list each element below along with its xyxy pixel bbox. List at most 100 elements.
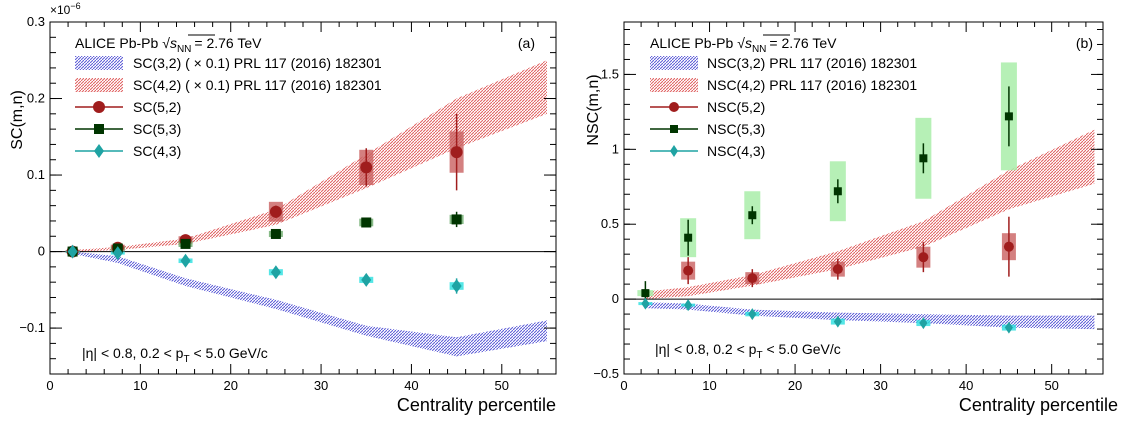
data-point xyxy=(833,315,842,328)
panel-label: (a) xyxy=(518,35,535,51)
svg-text:SC(3,2) ( × 0.1) PRL 117 (2016: SC(3,2) ( × 0.1) PRL 117 (2016) 182301 xyxy=(133,55,382,71)
data-point xyxy=(450,146,463,159)
x-tick-label: 0 xyxy=(620,378,627,393)
data-point xyxy=(684,299,693,312)
data-point xyxy=(832,264,843,275)
x-tick-label: 30 xyxy=(314,378,328,393)
data-point xyxy=(919,317,928,330)
data-point xyxy=(270,265,281,280)
legend-entry: NSC(5,3) xyxy=(650,121,765,137)
x-axis-label: Centrality percentile xyxy=(959,395,1118,415)
plot-area xyxy=(50,60,556,357)
energy-label: = 2.76 TeV xyxy=(194,35,262,51)
y-tick-label: −0.5 xyxy=(593,366,619,381)
x-tick-label: 40 xyxy=(404,378,418,393)
header: ALICE Pb-Pb √sNN = 2.76 TeV xyxy=(75,34,262,55)
legend: SC(3,2) ( × 0.1) PRL 117 (2016) 182301 S… xyxy=(75,55,382,159)
x-tick-label: 10 xyxy=(702,378,716,393)
svg-text:SC(5,2): SC(5,2) xyxy=(133,99,181,115)
y-tick-label: 0 xyxy=(38,244,45,259)
data-point xyxy=(919,154,928,163)
legend-entry: NSC(4,2) PRL 117 (2016) 182301 xyxy=(650,77,917,93)
y-tick-label: 0.2 xyxy=(27,91,45,106)
legend-entry: SC(4,2) ( × 0.1) PRL 117 (2016) 182301 xyxy=(75,77,382,93)
y-axis-label: NSC(m,n) xyxy=(585,74,602,145)
legend-entry: SC(5,2) xyxy=(75,99,181,115)
data-point xyxy=(451,214,462,225)
svg-text:NSC(5,2): NSC(5,2) xyxy=(707,99,765,115)
data-point xyxy=(1003,241,1014,252)
axes: 0 10 20 30 40 50−0.500.511.5 xyxy=(593,22,1104,393)
data-point xyxy=(748,308,757,321)
experiment-label: ALICE Pb-Pb xyxy=(75,35,158,51)
data-point xyxy=(180,253,191,268)
x-tick-label: 30 xyxy=(873,378,887,393)
kinematic-cuts: |η| < 0.8, 0.2 < pT < 5.0 GeV/c xyxy=(82,345,268,365)
legend-entry: NSC(5,2) xyxy=(650,99,765,115)
data-point xyxy=(641,289,650,298)
band-blue xyxy=(72,251,547,357)
header: ALICE Pb-Pb √sNN = 2.76 TeV xyxy=(650,34,837,55)
data-point xyxy=(748,211,757,220)
data-point xyxy=(1004,112,1013,121)
x-tick-label: 20 xyxy=(223,378,237,393)
data-point xyxy=(269,205,282,218)
legend: NSC(3,2) PRL 117 (2016) 182301 NSC(4,2) … xyxy=(650,55,917,159)
svg-text:NSC(3,2) PRL 117 (2016) 182301: NSC(3,2) PRL 117 (2016) 182301 xyxy=(707,55,917,71)
energy-label: = 2.76 TeV xyxy=(769,35,837,51)
legend-entry: NSC(4,3) xyxy=(650,143,765,159)
data-point xyxy=(833,187,842,196)
legend-entry: SC(3,2) ( × 0.1) PRL 117 (2016) 182301 xyxy=(75,55,382,71)
data-point xyxy=(747,273,758,284)
data-point xyxy=(683,265,694,276)
kinematic-cuts: |η| < 0.8, 0.2 < pT < 5.0 GeV/c xyxy=(655,341,841,361)
y-axis-label: SC(m,n) xyxy=(9,90,26,150)
data-point xyxy=(641,297,650,310)
svg-text:ALICE Pb-Pb√sNN= 2.76 TeV: ALICE Pb-Pb √sNN = 2.76 TeV xyxy=(75,35,262,55)
svg-text:NSC(5,3): NSC(5,3) xyxy=(707,121,765,137)
svg-text:NSC(4,3): NSC(4,3) xyxy=(707,143,765,159)
panel-b: NSC(m,n) Centrality percentile (b) ALICE… xyxy=(585,21,1118,415)
band-blue xyxy=(645,302,1095,330)
x-tick-label: 50 xyxy=(495,378,509,393)
y-tick-label: 0.5 xyxy=(601,216,619,231)
x-tick-label: 40 xyxy=(959,378,973,393)
x-tick-label: 50 xyxy=(1044,378,1058,393)
y-tick-label: 1.5 xyxy=(601,66,619,81)
y-tick-label: −0.1 xyxy=(19,320,45,335)
svg-text:NSC(4,2) PRL 117 (2016) 182301: NSC(4,2) PRL 117 (2016) 182301 xyxy=(707,77,917,93)
plot-area xyxy=(624,62,1103,334)
experiment-label: ALICE Pb-Pb xyxy=(650,35,733,51)
x-axis-label: Centrality percentile xyxy=(397,395,556,415)
data-point xyxy=(360,161,373,174)
x-tick-label: 10 xyxy=(133,378,147,393)
y-multiplier: ×10−6 xyxy=(50,1,81,17)
legend-entry: SC(4,3) xyxy=(75,143,181,159)
x-tick-label: 0 xyxy=(46,378,53,393)
svg-text:SC(4,3): SC(4,3) xyxy=(133,143,181,159)
svg-text:SC(4,2) ( × 0.1) PRL 117 (2016: SC(4,2) ( × 0.1) PRL 117 (2016) 182301 xyxy=(133,77,382,93)
data-point xyxy=(270,228,281,239)
data-point xyxy=(112,246,123,261)
data-point xyxy=(67,244,78,259)
axes: 0 10 20 30 40 50 −0.1 0 0.1 0.2 0.3 xyxy=(19,14,557,393)
y-tick-label: 0.3 xyxy=(27,14,45,29)
y-tick-label: 1 xyxy=(612,141,619,156)
data-point xyxy=(361,217,372,228)
data-point xyxy=(180,238,191,249)
panel-a: ×10−6 SC(m,n) Centrality percentile (a) … xyxy=(9,1,557,415)
data-point xyxy=(1004,321,1013,334)
legend-entry: NSC(3,2) PRL 117 (2016) 182301 xyxy=(650,55,917,71)
svg-text:SC(5,3): SC(5,3) xyxy=(133,121,181,137)
svg-text:ALICE Pb-Pb√sNN= 2.76 TeV: ALICE Pb-Pb √sNN = 2.76 TeV xyxy=(650,35,837,55)
panel-label: (b) xyxy=(1076,35,1093,51)
x-tick-label: 20 xyxy=(788,378,802,393)
data-point xyxy=(684,233,693,242)
y-tick-label: 0 xyxy=(612,291,619,306)
data-point xyxy=(451,279,462,293)
legend-entry: SC(5,3) xyxy=(75,121,181,137)
data-point xyxy=(918,252,929,263)
y-tick-label: 0.1 xyxy=(27,167,45,182)
data-point xyxy=(361,272,372,287)
